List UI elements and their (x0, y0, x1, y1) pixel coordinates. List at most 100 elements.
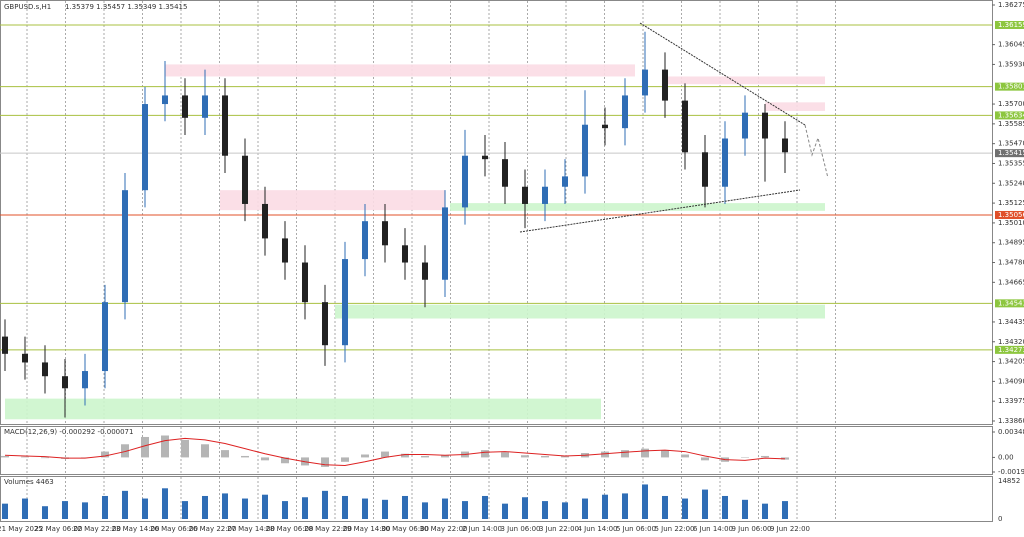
volume-bar (262, 494, 268, 519)
macd-bar (101, 451, 109, 458)
trendline-lower (519, 189, 801, 233)
level-badge (995, 149, 1024, 158)
price-label: 1.34320 (998, 338, 1024, 346)
time-label: 3 Jun 06:00 (500, 525, 540, 533)
price-label: 1.35240 (998, 179, 1024, 187)
time-label: 3 Jun 22:00 (539, 525, 579, 533)
zone (335, 304, 825, 319)
macd-bar (1, 455, 9, 458)
macd-scale-label: 0.00 (998, 453, 1014, 461)
volume-bar (102, 495, 108, 519)
zone (765, 102, 825, 111)
macd-bar (161, 435, 169, 458)
macd-bar (241, 455, 249, 458)
macd-bar (201, 444, 209, 458)
macd-bar (121, 444, 129, 458)
volume-bar (42, 506, 48, 519)
volume-bar (502, 503, 508, 519)
candle-body (702, 152, 708, 187)
level-badge (995, 210, 1024, 219)
macd-bar (381, 451, 389, 458)
candle-body (622, 95, 628, 129)
candle-body (162, 95, 168, 105)
macd-scale-label: 0.003481 (998, 428, 1024, 436)
price-label: 1.35010 (998, 219, 1024, 227)
price-label: 1.34435 (998, 318, 1024, 326)
time-label: 9 Jun 06:00 (731, 525, 771, 533)
zone (220, 190, 445, 211)
volume-bar (62, 501, 68, 519)
volume-label: Volumes 4463 (4, 478, 54, 486)
price-label: 1.35125 (998, 199, 1024, 207)
macd-bar (761, 455, 769, 458)
macd-bar (561, 455, 569, 458)
volume-bar (222, 493, 228, 519)
macd-bar (621, 450, 629, 458)
macd-bar (521, 455, 529, 458)
candle-body (202, 95, 208, 118)
macd-bar (681, 454, 689, 458)
macd-label: MACD(12,26,9) -0.000292 -0.000071 (4, 428, 133, 436)
macd-bar (261, 457, 269, 461)
volume-bar (622, 493, 628, 519)
zone (665, 76, 825, 85)
volume-bar (422, 502, 428, 519)
price-label: 1.36045 (998, 41, 1024, 49)
main-panel (0, 0, 993, 425)
candle-body (322, 302, 328, 346)
macd-bar (601, 451, 609, 458)
candle-body (682, 100, 688, 153)
price-label: 1.33860 (998, 417, 1024, 425)
macd-bar (321, 457, 329, 467)
candle-body (342, 259, 348, 346)
level-badge (995, 299, 1024, 308)
volume-bar (542, 501, 548, 519)
candle-body (502, 159, 508, 187)
candle-body (662, 69, 668, 101)
candle-body (582, 124, 588, 177)
volume-bar (342, 495, 348, 519)
volume-bar (762, 503, 768, 519)
price-label: 1.34895 (998, 239, 1024, 247)
macd-bar (501, 452, 509, 458)
volume-bar (682, 498, 688, 519)
volume-bar (142, 498, 148, 519)
volume-bar (2, 503, 8, 519)
level-label: 1.34273 (998, 346, 1024, 354)
time-label: 22 May 06:00 (34, 525, 82, 533)
macd-bar (741, 457, 749, 458)
candle-body (282, 238, 288, 263)
candle-body (82, 371, 88, 389)
level-badge (995, 345, 1024, 354)
volume-panel (0, 476, 993, 522)
volume-scale-label: 0 (998, 515, 1002, 523)
candle-body (782, 138, 788, 153)
candle-body (482, 155, 488, 160)
time-label: 26 May 22:00 (188, 525, 236, 533)
candle-body (722, 138, 728, 187)
zone (165, 64, 635, 77)
price-label: 1.34205 (998, 358, 1024, 366)
volume-bar (402, 495, 408, 519)
zone (450, 203, 825, 211)
candle-body (262, 203, 268, 239)
macd-scale-label: -0.001998 (998, 468, 1024, 476)
candle-body (522, 186, 528, 204)
candle-body (362, 221, 368, 260)
macd-bar (701, 457, 709, 461)
volume-bar (562, 502, 568, 519)
time-label: 28 May 06:00 (265, 525, 313, 533)
candle-body (242, 155, 248, 204)
trendline-upper (639, 22, 806, 126)
macd-bar (141, 436, 149, 458)
candle-body (602, 124, 608, 129)
volume-bar (662, 495, 668, 519)
candle-body (22, 353, 28, 363)
candle-body (742, 112, 748, 139)
time-label: 30 May 22:00 (419, 525, 467, 533)
price-label: 1.34780 (998, 259, 1024, 267)
price-label: 1.34665 (998, 278, 1024, 286)
forecast-path (804, 124, 829, 179)
time-label: 21 May 2025 (0, 525, 43, 533)
